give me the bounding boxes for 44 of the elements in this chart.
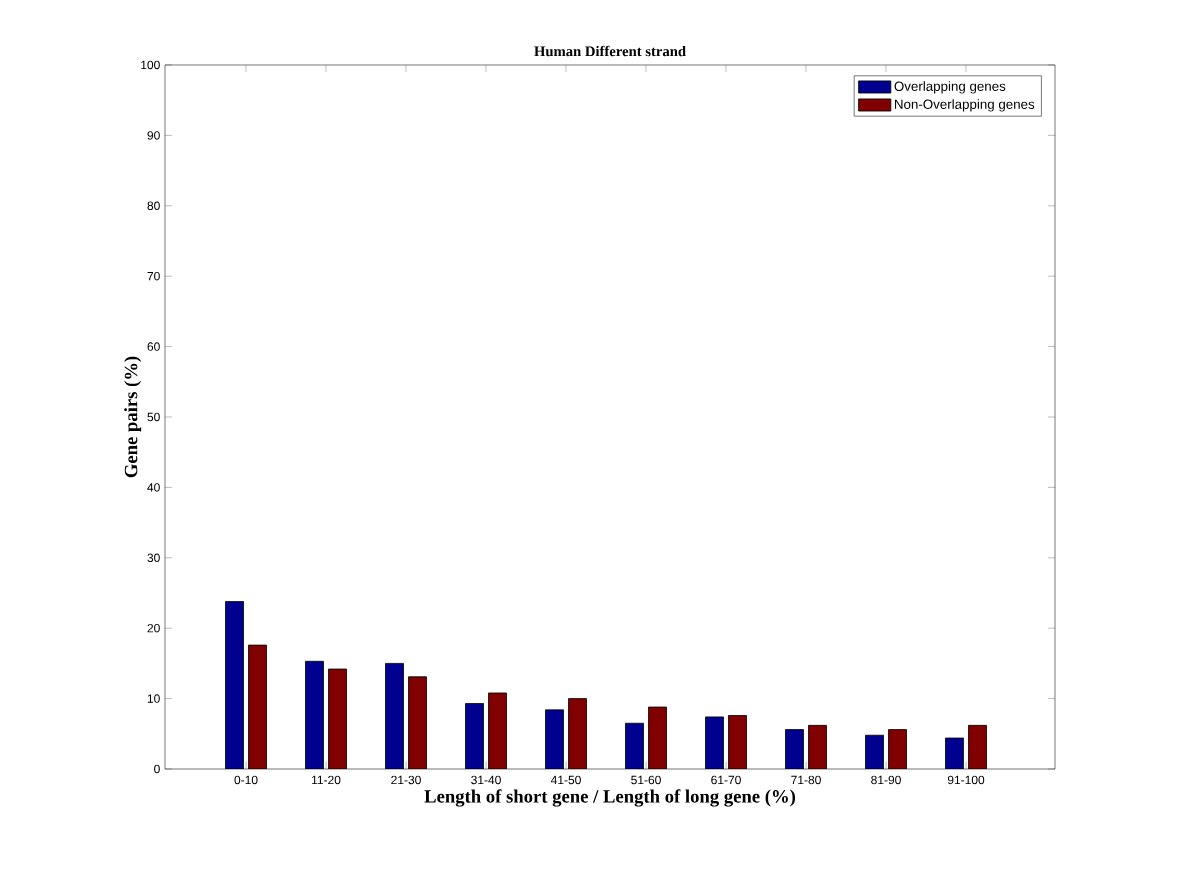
bar — [808, 724, 827, 769]
bar — [328, 668, 347, 769]
bar — [568, 698, 587, 769]
y-axis-title: Gene pairs (%) — [124, 356, 142, 478]
y-tick-label: 50 — [147, 412, 160, 422]
bar — [248, 644, 267, 769]
bar — [648, 706, 667, 769]
y-tick-label: 0 — [154, 764, 160, 774]
bar — [465, 703, 484, 769]
x-tick-label: 41-50 — [550, 775, 581, 785]
bar — [488, 692, 507, 769]
x-tick-label: 0-10 — [234, 775, 258, 785]
y-tick-label: 30 — [147, 553, 160, 563]
x-tick-label: 91-100 — [947, 775, 985, 785]
y-tick-label: 10 — [147, 694, 160, 703]
bar — [225, 601, 244, 769]
y-tick-label: 20 — [147, 623, 160, 633]
bar — [545, 709, 564, 769]
y-tick-label: 40 — [147, 483, 160, 492]
bar — [305, 660, 324, 769]
x-tick-label: 61-70 — [711, 775, 741, 785]
x-tick-label: 21-30 — [391, 775, 421, 785]
y-tick-label: 90 — [147, 131, 160, 140]
x-tick-label: 71-80 — [791, 775, 821, 785]
bar — [888, 729, 907, 769]
legend-label: Overlapping genes — [894, 81, 1006, 94]
x-tick-label: 51-60 — [631, 775, 661, 785]
x-tick-label: 11-20 — [312, 775, 341, 785]
x-tick-label: 31-40 — [471, 775, 501, 785]
chart-title: Human Different strand — [534, 45, 686, 57]
bar — [968, 724, 987, 769]
legend-label: Non-Overlapping genes — [894, 99, 1035, 112]
y-tick-label: 70 — [147, 271, 160, 281]
x-axis-title: Length of short gene / Length of long gene (%) — [424, 789, 796, 807]
bar — [728, 715, 747, 769]
x-tick-label: 81-90 — [871, 775, 901, 785]
bar — [385, 663, 404, 769]
bar — [785, 729, 804, 769]
bar — [625, 722, 644, 769]
bar — [705, 716, 724, 769]
y-tick-label: 100 — [141, 60, 160, 70]
y-tick-label: 60 — [147, 342, 160, 351]
y-tick-label: 80 — [147, 201, 160, 211]
bar — [408, 676, 427, 769]
